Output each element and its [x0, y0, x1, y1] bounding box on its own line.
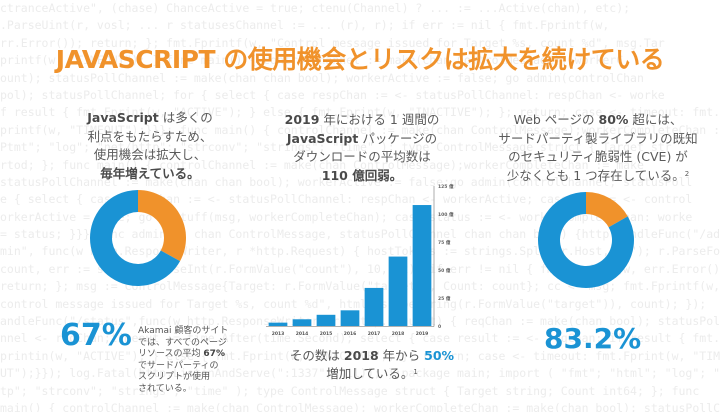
background-code-line: .ParseUint(r, vosl; ... r statusesChanne… [0, 18, 610, 33]
y-tick-label: 25 億 [438, 295, 451, 302]
background-code-line: printf(w, "TIMEOUT"); } func main() { co… [0, 53, 624, 68]
x-tick-label: 2019 [416, 331, 429, 337]
background-code-line: ctranceActive", (chase) ChanceActive = t… [0, 1, 631, 15]
left-description: JavaScript は多くの 利点をもたらすため、 使用機会は拡大し、 毎年増… [65, 109, 235, 183]
left-desc-line-4: 毎年増えている。 [100, 165, 200, 181]
growth-statement: その数は 2018 年から 50% 増加している。1 [289, 348, 455, 381]
x-tick-label: 2017 [368, 331, 381, 337]
background-code-line: ount); statusPollChannel := make(chan ch… [0, 70, 644, 85]
bar-2018 [388, 256, 408, 326]
footnote-1: 1 [413, 368, 418, 376]
left-desc-line-2: 利点をもたらすため、 [87, 128, 213, 144]
donut-left-slice-minor [138, 190, 186, 262]
bar-2019 [412, 205, 432, 326]
background-code-line: control message issued for Target %s, co… [0, 296, 707, 311]
y-tick-label: 100 億 [438, 211, 454, 218]
donut-left-slice-major [90, 190, 181, 286]
y-tick-label: 75 億 [438, 239, 451, 246]
background-code-line: statusPollChannel := make(chan chan bool… [0, 174, 693, 189]
background-code-line: main() { controlChannel := make(chan Con… [0, 400, 720, 412]
bar-2015 [316, 314, 336, 326]
donut-chart-left [90, 190, 186, 286]
donut-right-slice-minor [586, 192, 628, 228]
x-tick-label: 2016 [344, 331, 357, 337]
background-code-line: tp"; "strconv"; "strings"; "time" ); typ… [0, 383, 700, 398]
downloads-bar-chart: 2013 2014 2015 2016 2017 2018 2019 0 25 億 50 億 75 … [266, 183, 454, 337]
growth-percent: 50% [424, 348, 455, 363]
background-code-line: rtod; }; func main() { controlChannel :=… [0, 157, 644, 172]
percent-83-2: 83.2% [544, 322, 642, 355]
left-desc-line-3: 使用機会は拡大し、 [93, 147, 207, 162]
akamai-note: Akamai 顧客のサイト では、すべてのページ リソースの平均 67% でサー… [138, 326, 229, 394]
background-code-line: nnel <- reqChan;timeout := time.After(ti… [0, 331, 720, 346]
background-code-line: printin(w, "ACTIVE"); } else { fmt.Fprin… [0, 348, 720, 363]
percent-67: 67% [60, 318, 132, 353]
bar-2017 [364, 287, 384, 326]
x-tick-label: 2014 [296, 331, 309, 337]
background-code-line: printf(w, "TIMEOUT");}}}; func main() { … [0, 122, 720, 137]
bar-2014 [292, 319, 312, 326]
background-code-line: = status; }}} func admin(cc chan Control… [0, 227, 720, 242]
donut-chart-right [538, 192, 634, 288]
x-tick-label: 2018 [392, 331, 405, 337]
x-tick-label: 2013 [272, 331, 285, 337]
bar-2016 [340, 310, 360, 326]
background-code-line: rr.Error()); return; }; fmt.Fprintf(w, "… [0, 35, 665, 50]
background-code-line: pol); statusPollChannel; for { select { … [0, 87, 665, 102]
middle-description: 2019 年における 1 週間の JavaScript パッケージの ダウンロー… [284, 112, 440, 183]
background-code-line: f result { fmt.Fprint(w, "ACTIVE"); } el… [0, 105, 720, 120]
y-tick-label: 125 億 [438, 183, 454, 190]
x-tick-label: 2015 [320, 331, 333, 337]
y-tick-label: 0 [438, 324, 441, 330]
left-desc-line-1: JavaScript は多くの [87, 110, 213, 125]
bar-2013 [268, 322, 288, 326]
background-code-line: Ptmt"; "log"; "net/http"; "strconv"; "st… [0, 140, 672, 155]
background-code-line: UT");}}); log.Fatal(http.ListenAndServe(… [0, 366, 720, 381]
page-title: JAVASCRIPT の使用機会とリスクは拡大を続けている [55, 45, 665, 74]
right-description: Web ページの 80% 超には、 サードパーティ製ライブラリの既知 のセキュリ… [498, 112, 698, 183]
y-tick-label: 50 億 [438, 267, 451, 274]
footnote-2: 2 [684, 169, 690, 178]
donut-right-slice-major [538, 192, 634, 288]
